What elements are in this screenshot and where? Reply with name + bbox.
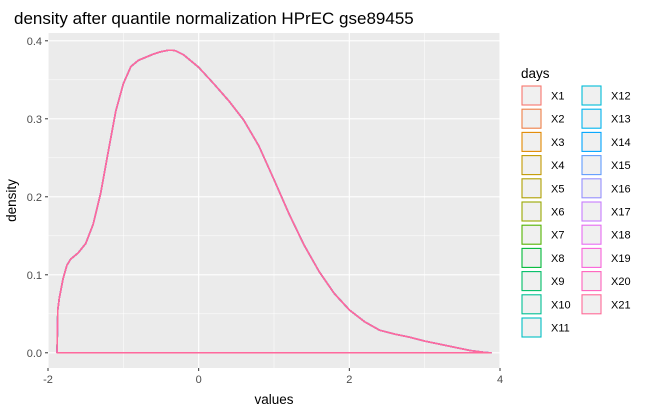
y-axis: 0.0 0.1 0.2 0.3 0.4 <box>27 36 48 360</box>
legend-item-x13: X13 <box>581 108 631 129</box>
legend-item-x1: X1 <box>521 85 564 106</box>
legend-label: X1 <box>551 91 564 103</box>
x-tick-label: 0 <box>196 374 202 386</box>
legend-label: X11 <box>551 323 570 335</box>
legend-item-x8: X8 <box>521 247 564 268</box>
legend-item-x10: X10 <box>521 294 571 315</box>
legend-item-x20: X20 <box>581 271 631 292</box>
legend-item-x9: X9 <box>521 271 564 292</box>
x-tick-label: 4 <box>497 374 503 386</box>
legend-key <box>581 85 602 106</box>
legend-label: X13 <box>611 114 631 126</box>
legend-item-x4: X4 <box>521 155 564 176</box>
y-tick-label: 0.3 <box>27 114 42 126</box>
legend-key <box>521 131 542 152</box>
minor-gridlines <box>48 33 500 368</box>
legend-label: X8 <box>551 253 564 265</box>
legend-label: X19 <box>611 253 631 265</box>
legend-label: X6 <box>551 207 564 219</box>
plot-panel <box>47 33 501 368</box>
legend: days X1X2X3X4X5X6X7X8X9X10X11X12X13X14X1… <box>521 66 631 338</box>
legend-key <box>521 155 542 176</box>
legend-item-x21: X21 <box>581 294 631 315</box>
legend-key <box>581 201 602 222</box>
legend-key <box>521 224 542 245</box>
legend-key <box>521 85 542 106</box>
legend-item-x19: X19 <box>581 247 631 268</box>
legend-key <box>521 108 542 129</box>
x-tick-label: -2 <box>43 374 53 386</box>
legend-title: days <box>521 66 550 81</box>
legend-label: X4 <box>551 160 564 172</box>
legend-item-x18: X18 <box>581 224 631 245</box>
legend-label: X16 <box>611 183 631 195</box>
x-axis: -2 0 2 4 <box>43 368 503 386</box>
legend-key <box>521 178 542 199</box>
legend-key <box>581 131 602 152</box>
legend-label: X17 <box>611 207 631 219</box>
legend-label: X21 <box>611 299 631 311</box>
x-axis-title: values <box>254 392 293 407</box>
legend-key <box>521 201 542 222</box>
legend-label: X14 <box>611 137 631 149</box>
legend-item-x7: X7 <box>521 224 564 245</box>
legend-label: X10 <box>551 299 571 311</box>
y-axis-title: density <box>4 179 19 222</box>
legend-label: X3 <box>551 137 564 149</box>
legend-item-x12: X12 <box>581 85 631 106</box>
legend-item-x15: X15 <box>581 155 631 176</box>
legend-item-x17: X17 <box>581 201 631 222</box>
density-curves <box>56 49 492 354</box>
legend-item-x5: X5 <box>521 178 564 199</box>
density-curve-x21 <box>56 49 492 354</box>
legend-key <box>581 294 602 315</box>
y-tick-label: 0.4 <box>27 36 42 48</box>
legend-key <box>581 271 602 292</box>
legend-key <box>581 224 602 245</box>
legend-item-x6: X6 <box>521 201 564 222</box>
legend-item-x14: X14 <box>581 131 631 152</box>
legend-key <box>581 108 602 129</box>
legend-key <box>521 294 542 315</box>
x-tick-label: 2 <box>346 374 352 386</box>
legend-item-x11: X11 <box>521 317 570 338</box>
y-tick-label: 0.0 <box>27 348 42 360</box>
legend-item-x16: X16 <box>581 178 631 199</box>
legend-label: X20 <box>611 276 631 288</box>
legend-label: X18 <box>611 230 631 242</box>
legend-key <box>581 155 602 176</box>
legend-item-x2: X2 <box>521 108 564 129</box>
legend-label: X5 <box>551 183 564 195</box>
legend-label: X9 <box>551 276 564 288</box>
y-tick-label: 0.1 <box>27 270 42 282</box>
y-tick-label: 0.2 <box>27 192 42 204</box>
major-gridlines <box>47 33 501 368</box>
legend-key <box>521 271 542 292</box>
legend-label: X7 <box>551 230 564 242</box>
legend-key <box>581 178 602 199</box>
chart-title: density after quantile normalization HPr… <box>14 9 414 28</box>
legend-key <box>521 317 542 338</box>
legend-key <box>521 247 542 268</box>
legend-label: X12 <box>611 91 631 103</box>
legend-items: X1 X2 X3 X4 X5 X6 X7 X8 X9 X10 X11 X12 X13 X14 X15 X16 X… <box>521 85 631 338</box>
legend-label: X15 <box>611 160 631 172</box>
legend-item-x3: X3 <box>521 131 564 152</box>
legend-label: X2 <box>551 114 564 126</box>
legend-key <box>581 247 602 268</box>
